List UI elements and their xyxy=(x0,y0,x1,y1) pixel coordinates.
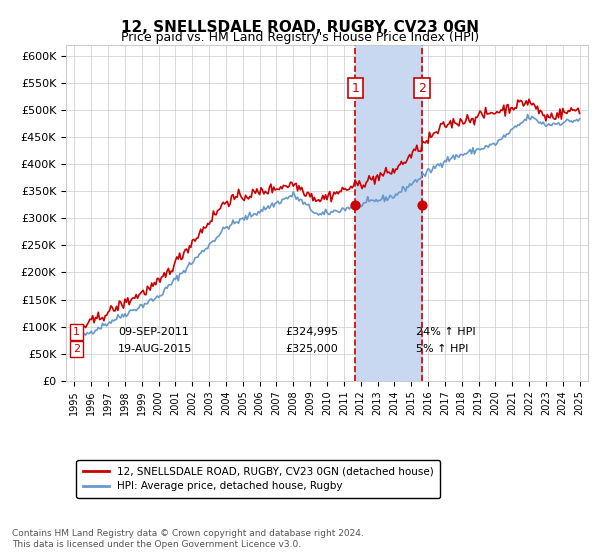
Bar xyxy=(355,45,422,381)
Text: 24% ↑ HPI: 24% ↑ HPI xyxy=(416,327,475,337)
Text: 12, SNELLSDALE ROAD, RUGBY, CV23 0GN: 12, SNELLSDALE ROAD, RUGBY, CV23 0GN xyxy=(121,20,479,35)
Text: £325,000: £325,000 xyxy=(285,344,338,354)
Text: 5% ↑ HPI: 5% ↑ HPI xyxy=(416,344,468,354)
Text: 1: 1 xyxy=(73,327,80,337)
Point xyxy=(350,200,360,209)
Text: Price paid vs. HM Land Registry's House Price Index (HPI): Price paid vs. HM Land Registry's House … xyxy=(121,31,479,44)
Text: Contains HM Land Registry data © Crown copyright and database right 2024.
This d: Contains HM Land Registry data © Crown c… xyxy=(12,529,364,549)
Point xyxy=(417,200,427,209)
Text: 2: 2 xyxy=(418,82,426,95)
Text: 19-AUG-2015: 19-AUG-2015 xyxy=(118,344,193,354)
Text: 09-SEP-2011: 09-SEP-2011 xyxy=(118,327,189,337)
Legend: 12, SNELLSDALE ROAD, RUGBY, CV23 0GN (detached house), HPI: Average price, detac: 12, SNELLSDALE ROAD, RUGBY, CV23 0GN (de… xyxy=(76,460,440,498)
Text: 2: 2 xyxy=(73,344,80,354)
Text: £324,995: £324,995 xyxy=(285,327,338,337)
Text: 1: 1 xyxy=(352,82,359,95)
